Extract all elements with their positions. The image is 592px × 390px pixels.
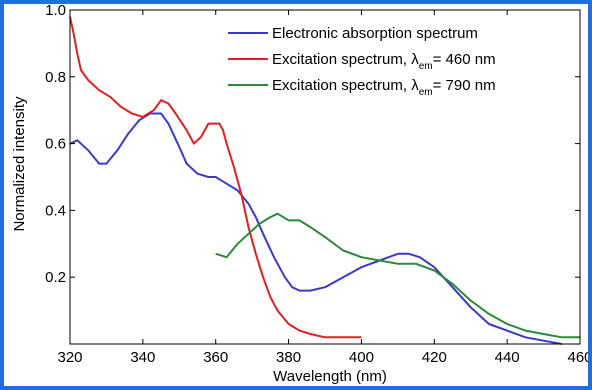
x-tick-label: 380 <box>276 349 301 366</box>
legend-label-2: Excitation spectrum, λem= 460 nm <box>272 51 496 72</box>
plot-background <box>70 10 580 344</box>
y-tick-label: 0.8 <box>45 69 66 86</box>
legend-label-1: Electronic absorption spectrum <box>272 25 478 42</box>
x-tick-label: 400 <box>349 349 374 366</box>
x-axis-label: Wavelength (nm) <box>273 368 387 385</box>
y-tick-label: 0.4 <box>45 202 66 219</box>
x-tick-label: 320 <box>57 349 82 366</box>
legend-label-subscript: em <box>419 87 433 98</box>
axes-box <box>69 9 581 345</box>
legend-label-main: Electronic absorption spectrum <box>272 25 478 42</box>
series-line-2 <box>69 16 362 339</box>
legend: Electronic absorption spectrum Excitation… <box>228 25 496 98</box>
x-tick-label: 440 <box>495 349 520 366</box>
y-tick-label: 0.6 <box>45 136 66 153</box>
legend-label-main: Excitation spectrum, λ <box>272 77 419 94</box>
spectrum-chart: 3203403603804004204404600.20.40.60.81.0 … <box>11 4 588 385</box>
legend-label-subscript: em <box>419 61 433 72</box>
legend-label-suffix: = 790 nm <box>433 77 496 94</box>
series-layer <box>69 16 580 345</box>
legend-label-suffix: = 460 nm <box>433 51 496 68</box>
legend-label-3: Excitation spectrum, λem= 790 nm <box>272 77 496 98</box>
y-axis-label: Normalized intensity <box>11 96 28 232</box>
series-line-3 <box>215 212 580 339</box>
legend-label-main: Excitation spectrum, λ <box>272 51 419 68</box>
plot-area <box>70 10 580 344</box>
y-tick-label: 1.0 <box>45 4 66 19</box>
x-tick-label: 420 <box>422 349 447 366</box>
x-tick-label: 460 <box>567 349 588 366</box>
x-tick-label: 340 <box>130 349 155 366</box>
axes-layer: 320 340 360 380 400 420 440 460 0.2 0.4 0.6 0.8 1.0 <box>45 4 588 366</box>
x-tick-label: 360 <box>203 349 228 366</box>
y-tick-label: 0.2 <box>45 269 66 286</box>
